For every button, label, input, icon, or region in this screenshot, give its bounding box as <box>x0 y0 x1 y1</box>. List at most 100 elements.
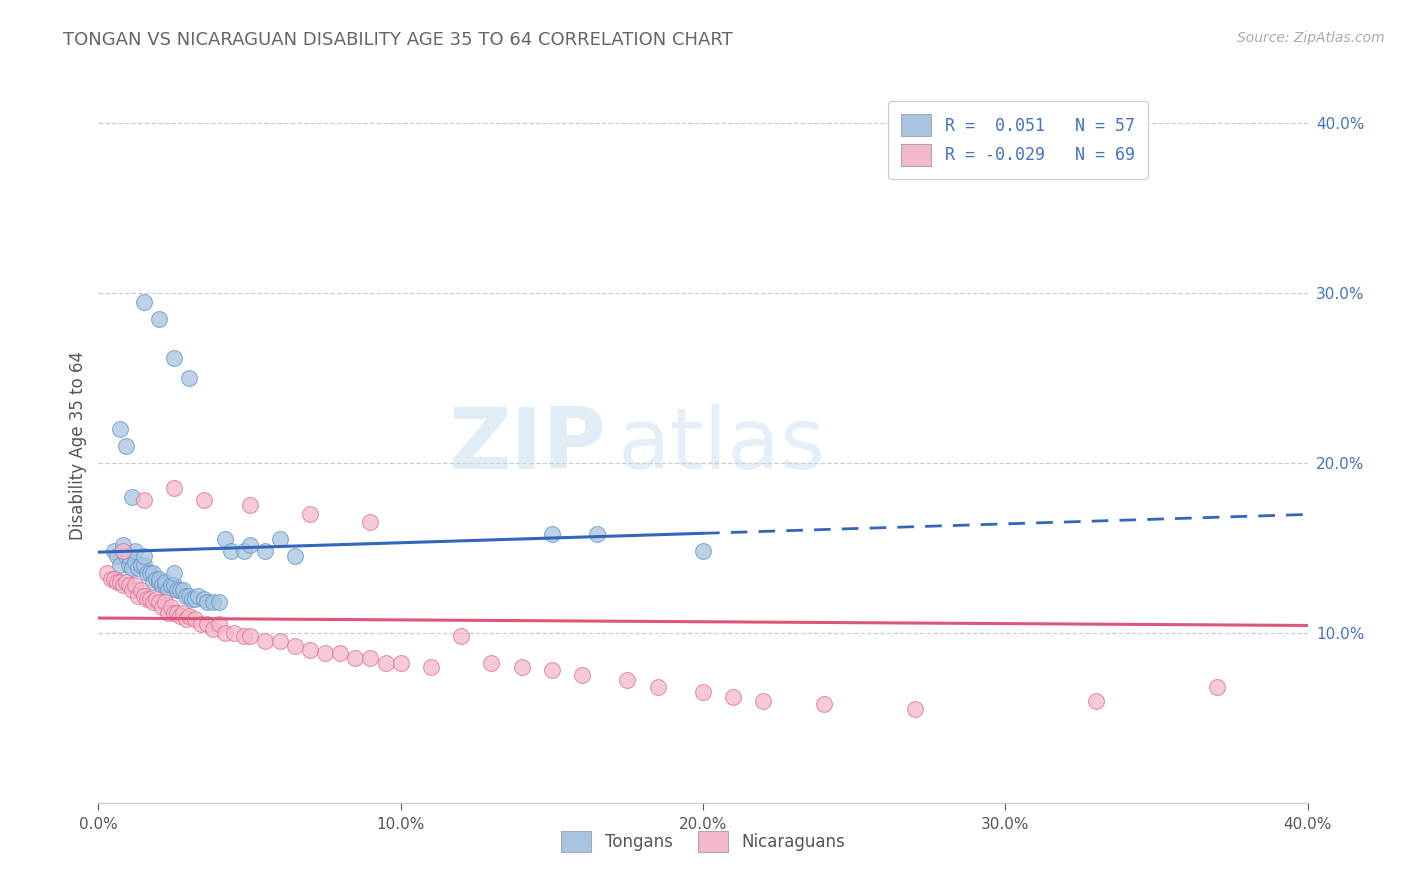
Point <box>269 634 291 648</box>
Point <box>142 566 165 581</box>
Point <box>692 544 714 558</box>
Point <box>124 578 146 592</box>
Point <box>163 578 186 592</box>
Point <box>160 600 183 615</box>
Point <box>132 294 155 309</box>
Legend: Tongans, Nicaraguans: Tongans, Nicaraguans <box>555 824 851 859</box>
Point <box>108 422 131 436</box>
Point <box>214 533 236 547</box>
Point <box>163 351 186 365</box>
Point <box>269 533 291 547</box>
Point <box>153 574 176 589</box>
Point <box>127 589 149 603</box>
Point <box>174 589 197 603</box>
Point <box>284 549 307 564</box>
Point <box>692 685 714 699</box>
Point <box>221 544 243 558</box>
Point <box>187 589 209 603</box>
Point <box>208 595 231 609</box>
Point <box>163 606 186 620</box>
Point <box>124 544 146 558</box>
Point <box>193 493 215 508</box>
Point <box>142 595 165 609</box>
Point <box>616 673 638 688</box>
Point <box>132 549 155 564</box>
Point <box>202 595 225 609</box>
Point <box>153 595 176 609</box>
Point <box>179 608 201 623</box>
Point <box>329 646 352 660</box>
Point <box>299 643 322 657</box>
Point <box>150 600 173 615</box>
Point <box>156 583 179 598</box>
Point <box>389 657 412 671</box>
Point <box>160 578 183 592</box>
Point <box>105 549 128 564</box>
Point <box>132 558 155 572</box>
Point <box>174 612 197 626</box>
Point <box>111 537 134 551</box>
Point <box>103 572 125 586</box>
Point <box>100 572 122 586</box>
Point <box>647 680 669 694</box>
Point <box>190 617 212 632</box>
Point <box>169 583 191 598</box>
Point <box>172 583 194 598</box>
Point <box>111 544 134 558</box>
Point <box>139 591 162 606</box>
Point <box>239 629 262 643</box>
Point <box>108 574 131 589</box>
Point <box>163 482 186 496</box>
Point <box>510 660 533 674</box>
Point <box>540 663 562 677</box>
Point <box>148 311 170 326</box>
Point <box>156 606 179 620</box>
Point <box>232 544 254 558</box>
Point <box>105 574 128 589</box>
Point <box>121 490 143 504</box>
Point <box>169 608 191 623</box>
Point <box>114 574 136 589</box>
Point <box>121 561 143 575</box>
Text: ZIP: ZIP <box>449 404 606 488</box>
Point <box>314 646 336 660</box>
Point <box>129 558 152 572</box>
Point <box>111 578 134 592</box>
Point <box>1085 694 1108 708</box>
Point <box>571 668 593 682</box>
Point <box>118 578 141 592</box>
Point <box>214 626 236 640</box>
Point <box>224 626 246 640</box>
Point <box>163 566 186 581</box>
Point <box>132 493 155 508</box>
Point <box>181 591 204 606</box>
Point <box>96 566 118 581</box>
Point <box>145 591 167 606</box>
Point <box>284 640 307 654</box>
Point <box>135 566 157 581</box>
Point <box>145 572 167 586</box>
Point <box>135 591 157 606</box>
Point <box>202 623 225 637</box>
Point <box>108 558 131 572</box>
Point <box>118 558 141 572</box>
Point <box>166 583 188 598</box>
Point <box>148 572 170 586</box>
Point <box>153 578 176 592</box>
Point <box>344 651 367 665</box>
Point <box>904 702 927 716</box>
Point <box>195 617 218 632</box>
Point <box>253 634 276 648</box>
Point <box>121 583 143 598</box>
Point <box>420 660 443 674</box>
Point <box>253 544 276 558</box>
Point <box>179 589 201 603</box>
Point <box>124 555 146 569</box>
Text: Source: ZipAtlas.com: Source: ZipAtlas.com <box>1237 31 1385 45</box>
Point <box>184 591 207 606</box>
Y-axis label: Disability Age 35 to 64: Disability Age 35 to 64 <box>69 351 87 541</box>
Point <box>172 606 194 620</box>
Point <box>139 566 162 581</box>
Point <box>132 589 155 603</box>
Point <box>195 595 218 609</box>
